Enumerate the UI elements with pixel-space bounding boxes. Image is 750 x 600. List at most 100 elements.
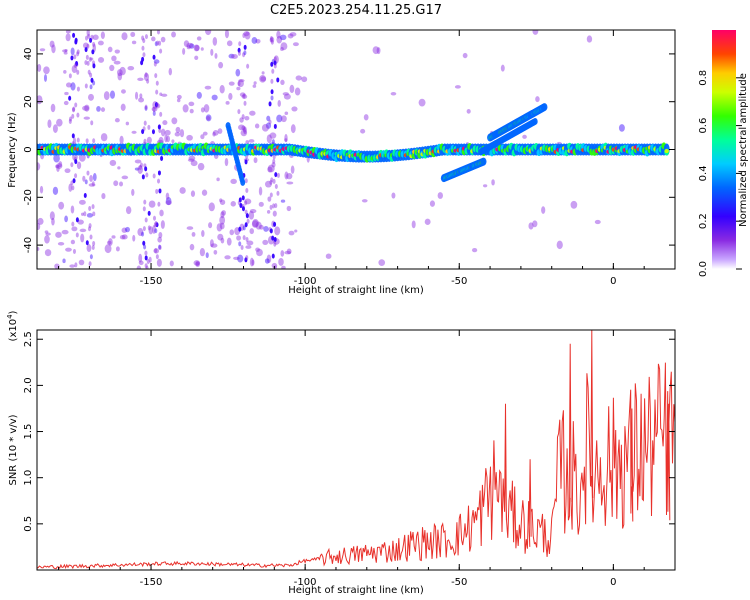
snr-x-tick-label: 0 [610, 577, 616, 588]
heatmap-cell [91, 245, 95, 251]
heatmap-cell [271, 235, 275, 241]
colorbar: 0.0 0.2 0.4 0.6 0.8 Normalized spectral ampl… [698, 30, 749, 277]
heatmap-cell [84, 60, 88, 66]
heatmap-cell [269, 179, 273, 185]
heatmap-cell [134, 167, 140, 171]
heatmap-cell [88, 93, 94, 101]
heatmap-cell [288, 230, 295, 236]
heatmap-cell [50, 103, 56, 113]
heatmap-cell [70, 180, 74, 186]
heatmap-cell [63, 69, 67, 74]
heatmap-cell [78, 259, 85, 266]
heatmap-cell [273, 60, 277, 66]
heatmap-cell [143, 199, 147, 205]
snr-x-tick-label: -150 [140, 577, 163, 588]
heatmap-cell [58, 161, 63, 168]
heatmap-cell [119, 66, 126, 76]
snr-series-line [37, 330, 675, 570]
heatmap-cell [182, 104, 189, 113]
heatmap-cell [71, 113, 75, 119]
heatmap-cell [200, 134, 205, 140]
heatmap-cell [188, 43, 195, 49]
heatmap-cell [188, 155, 196, 161]
heatmap-cell [142, 226, 146, 232]
heatmap-cell [190, 160, 198, 167]
heatmap-cell [117, 69, 123, 77]
heatmap-cell [212, 36, 218, 46]
heatmap-cell [237, 81, 241, 87]
heatmap-cell [68, 118, 72, 124]
heatmap-cell [88, 223, 92, 229]
heatmap-cell [76, 49, 80, 55]
heatmap-cell [142, 38, 146, 44]
heatmap-cell [86, 60, 90, 66]
heatmap-cell [141, 129, 145, 135]
heatmap-cell [138, 97, 145, 103]
heatmap-cell [245, 213, 249, 219]
heatmap-cell [290, 165, 295, 174]
heatmap-cell [44, 235, 50, 244]
heatmap-cell [269, 36, 273, 42]
heatmap-cell [284, 111, 289, 116]
heatmap-cell [144, 263, 148, 269]
heatmap-cell [269, 37, 273, 43]
heatmap-cell [176, 98, 181, 103]
heatmap-cell [97, 57, 105, 63]
heatmap-cell [238, 79, 245, 83]
heatmap-cell [68, 73, 72, 79]
heatmap-cell [378, 259, 386, 266]
heatmap-cell [268, 101, 272, 107]
heatmap-cell [260, 76, 267, 82]
heatmap-cell [86, 170, 90, 176]
heatmap-cell [252, 219, 259, 228]
heatmap-cell [282, 92, 289, 96]
heatmap-cell [109, 159, 117, 166]
heatmap-cell [37, 162, 41, 171]
heatmap-cell [301, 76, 308, 83]
heatmap-cell [92, 41, 96, 47]
heatmap-cell [165, 200, 172, 206]
heatmap-cell [390, 91, 397, 96]
heatmap-cell [137, 165, 143, 174]
heatmap-cell [255, 38, 261, 44]
heatmap-cell [239, 117, 244, 123]
heatmap-cell [157, 236, 162, 243]
heatmap-cell [264, 180, 272, 188]
heatmap-cell [134, 159, 142, 164]
heatmap-cell [171, 117, 178, 125]
heatmap-cell [256, 248, 263, 257]
heatmap-cell [248, 139, 255, 143]
heatmap-cell [283, 93, 291, 100]
heatmap-cell [276, 77, 280, 83]
heatmap-cell [193, 260, 201, 266]
heatmap-cell [144, 166, 148, 172]
heatmap-cell [240, 129, 248, 137]
heatmap-cell [155, 188, 159, 194]
heatmap-cell [249, 228, 255, 235]
heatmap-cell [157, 170, 161, 176]
heatmap-cell [68, 183, 73, 192]
heatmap-cell [466, 109, 471, 114]
heatmap-cell [556, 240, 563, 250]
heatmap-cell [186, 45, 191, 50]
heatmap-cell [274, 226, 281, 236]
heatmap-cell [271, 139, 275, 145]
spectrogram-x-ticks: -150 -100 -50 0 [58, 30, 676, 287]
heatmap-cell [56, 118, 63, 127]
heatmap-cell [228, 53, 235, 59]
heatmap-cell [226, 40, 233, 47]
heatmap-cell [269, 204, 273, 210]
heatmap-cell [175, 126, 181, 133]
heatmap-cell [100, 107, 106, 112]
heatmap-cell [92, 173, 97, 182]
heatmap-cell [273, 241, 277, 247]
heatmap-cell [71, 226, 78, 232]
heatmap-cell [219, 85, 225, 94]
heatmap-cell [161, 93, 168, 97]
heatmap-cell [154, 248, 158, 254]
heatmap-cell [119, 135, 124, 145]
spectrogram-y-label: Frequency (Hz) [7, 112, 18, 188]
heatmap-cell [219, 199, 226, 205]
spectrogram-x-tick-label: -50 [451, 276, 467, 287]
heatmap-cell [141, 231, 145, 237]
